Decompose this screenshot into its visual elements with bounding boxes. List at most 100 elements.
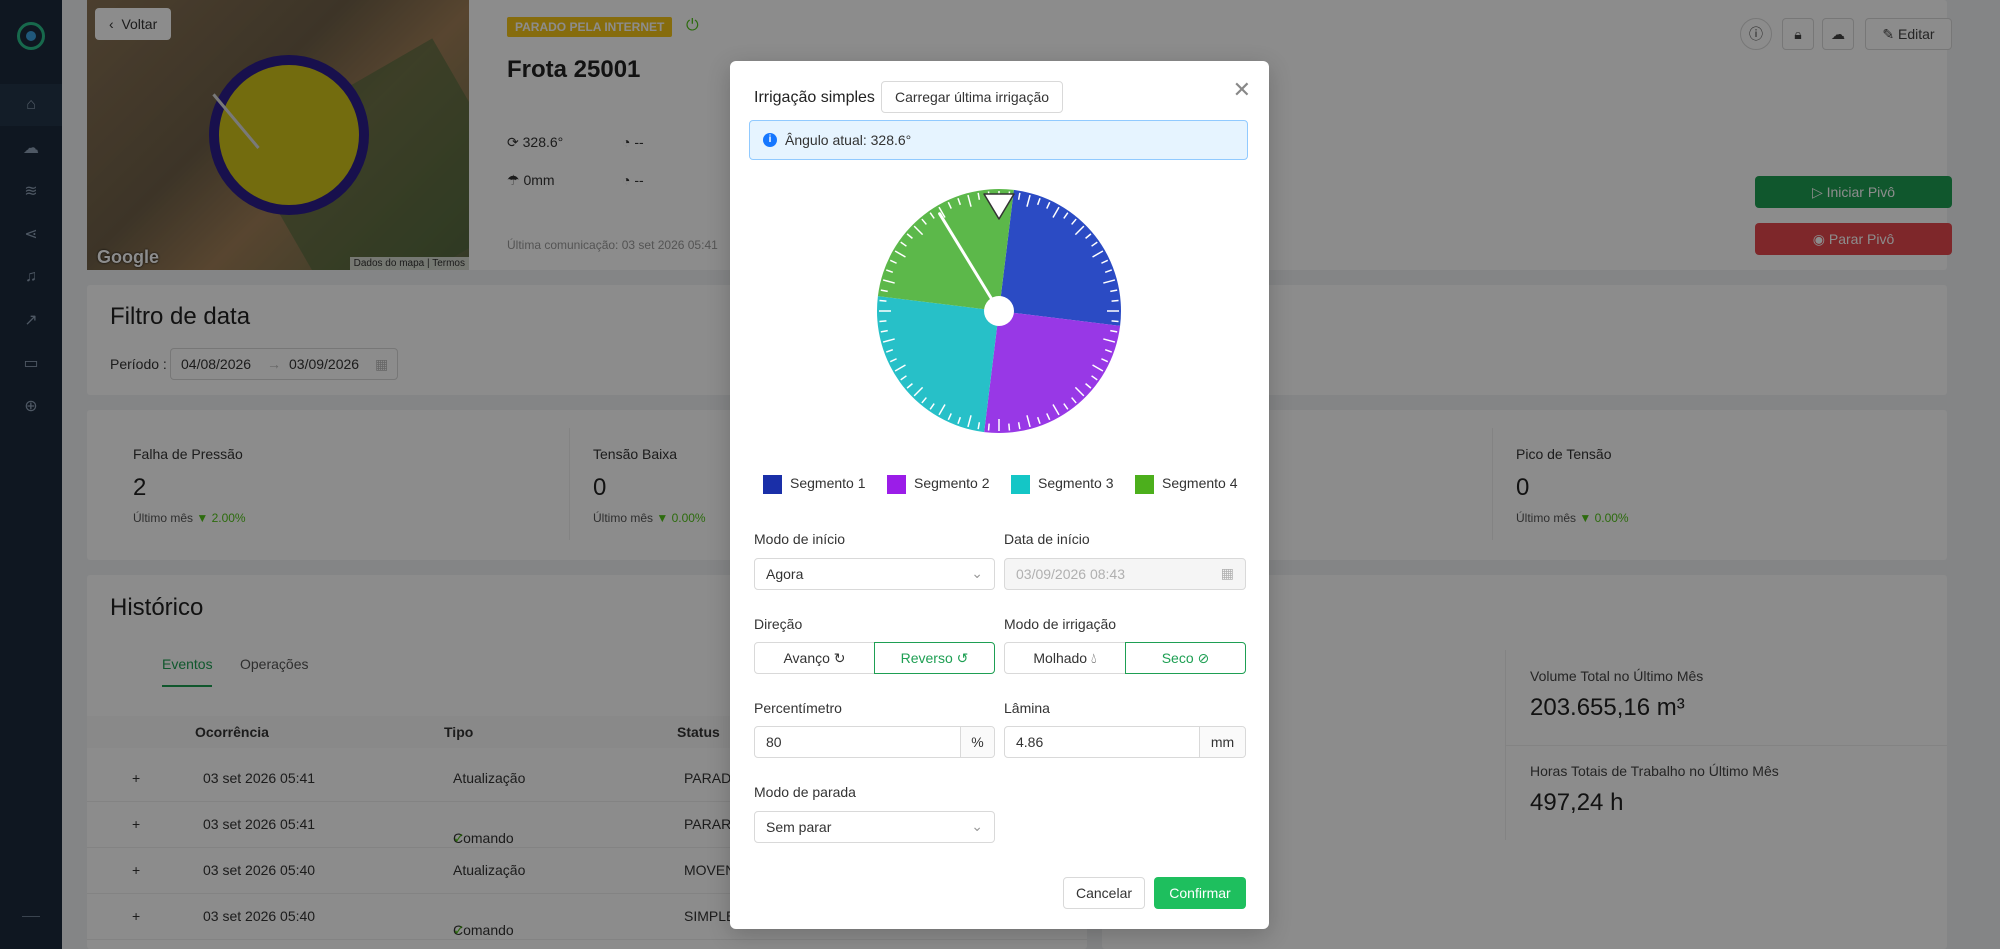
dial-tick	[1008, 423, 1011, 431]
legend-item-segment-1: Segmento 1	[763, 475, 866, 494]
check-icon: ✓	[453, 830, 465, 846]
kpi-period: Último mês	[133, 511, 194, 525]
dial-tick	[1101, 259, 1109, 264]
chart-icon[interactable]: ↗	[24, 312, 38, 329]
layers-icon[interactable]: ≋	[24, 183, 38, 200]
dial-tick	[880, 329, 888, 333]
dial-tick	[947, 201, 952, 209]
map-data-link[interactable]: Dados do mapa	[353, 258, 425, 269]
expand-row-button[interactable]: +	[132, 770, 141, 786]
tab-operacoes[interactable]: Operações	[240, 656, 309, 672]
row-type: Atualização	[453, 770, 526, 786]
dial-tick	[1063, 403, 1069, 410]
edit-button[interactable]: ✎ Editar	[1865, 18, 1952, 50]
terms-link[interactable]: Termos	[432, 258, 465, 269]
map-attribution[interactable]: Dados do mapa | Termos	[349, 257, 469, 270]
lamina-value[interactable]: 4.86	[1016, 734, 1044, 750]
close-icon[interactable]: ✕	[1232, 77, 1251, 102]
rain-value: 0mm	[523, 172, 555, 188]
dial-tick	[1103, 279, 1116, 284]
row-status: PARAR	[684, 816, 732, 832]
expand-row-button[interactable]: +	[132, 908, 141, 924]
dial-tick	[1026, 194, 1031, 207]
start-mode-select[interactable]: Agora ⌄	[754, 558, 995, 590]
speed-stat: ◔ --	[622, 134, 644, 150]
percentimeter-value[interactable]: 80	[766, 734, 782, 750]
irrigation-dial[interactable]	[874, 186, 1124, 436]
row-status: SIMPLE	[684, 908, 736, 924]
direction-label: Direção	[754, 616, 803, 632]
pivot-map[interactable]: ‹ Voltar Google Dados do mapa | Termos	[87, 0, 469, 270]
dial-tick	[885, 269, 894, 274]
period-end[interactable]: 03/09/2026	[289, 356, 360, 372]
expand-row-button[interactable]: +	[132, 816, 141, 832]
period-range-picker[interactable]: 04/08/2026 → 03/09/2026 ▦	[170, 348, 398, 380]
confirm-button[interactable]: Confirmar	[1154, 877, 1246, 909]
load-last-irrigation-button[interactable]: Carregar última irrigação	[881, 81, 1063, 113]
period-start[interactable]: 04/08/2026	[181, 356, 252, 372]
direction-forward-option[interactable]: Avanço ↻	[754, 642, 875, 674]
target-icon[interactable]: ⊕	[24, 398, 38, 415]
percentimeter-input[interactable]: 80 %	[754, 726, 995, 758]
info-circle-icon[interactable]: ⓘ	[1740, 18, 1772, 50]
irrigation-mode-label: Modo de irrigação	[1004, 616, 1117, 632]
dial-tick	[977, 422, 981, 430]
dial-segment-2[interactable]	[984, 311, 1121, 433]
chevron-left-icon: ‹	[109, 16, 122, 32]
start-pivot-button[interactable]: ▷ Iniciar Pivô	[1755, 176, 1952, 208]
arrow-right-icon: →	[267, 356, 281, 372]
direction-reverse-label: Reverso	[900, 650, 953, 666]
row-date: 03 set 2026 05:41	[203, 816, 316, 832]
dial-tick	[1085, 383, 1092, 389]
irrigation-wet-option[interactable]: Molhado 💧︎	[1004, 642, 1126, 674]
stop-mode-select[interactable]: Sem parar ⌄	[754, 811, 995, 843]
lock-icon[interactable]: 🔒︎	[1782, 18, 1814, 50]
tab-eventos[interactable]: Eventos	[162, 656, 213, 672]
dial-tick	[1017, 192, 1021, 200]
stop-pivot-button[interactable]: ◉ Parar Pivô	[1755, 223, 1952, 255]
dial-tick	[1052, 206, 1060, 218]
dial-segment-1[interactable]	[999, 189, 1121, 326]
last-communication: Última comunicação: 03 set 2026 05:41	[507, 238, 718, 252]
dial-tick	[921, 397, 927, 404]
dial-tick	[967, 415, 972, 428]
power-icon: ⏻	[686, 17, 699, 34]
expand-row-button[interactable]: +	[132, 862, 141, 878]
home-icon[interactable]: ⌂	[0, 84, 62, 126]
cloud-icon[interactable]: ☁	[23, 140, 39, 157]
dial-tick	[957, 416, 962, 425]
edit-icon: ✎	[1882, 26, 1899, 42]
cloud-button-icon[interactable]: ☁	[1822, 18, 1854, 50]
start-mode-label: Modo de início	[754, 531, 846, 547]
history-title: Histórico	[110, 594, 204, 621]
dial-tick	[929, 212, 935, 219]
app-logo[interactable]	[17, 22, 45, 50]
speed2-stat: ◔ --	[622, 172, 644, 188]
dial-tick	[1111, 299, 1119, 302]
back-button[interactable]: ‹ Voltar	[95, 8, 172, 40]
dial-tick	[894, 364, 906, 372]
dial-tick	[889, 358, 897, 363]
direction-reverse-option[interactable]: Reverso ↺	[874, 642, 995, 674]
dial-segment-3[interactable]	[877, 296, 999, 433]
dial-angle-pointer[interactable]	[938, 212, 1001, 313]
calendar-icon: ▦	[375, 356, 389, 372]
speed2-value: --	[634, 172, 644, 188]
share-icon[interactable]: ⋖	[24, 226, 38, 243]
google-logo: Google	[97, 247, 159, 267]
col-status: Status	[677, 724, 720, 740]
back-label: Voltar	[121, 16, 158, 32]
lamina-input[interactable]: 4.86 mm	[1004, 726, 1246, 758]
legend-label: Segmento 2	[914, 475, 990, 492]
dial-tick	[885, 348, 894, 353]
row-date: 03 set 2026 05:40	[203, 908, 316, 924]
cancel-button[interactable]: Cancelar	[1063, 877, 1145, 909]
monitor-icon[interactable]: ▭	[23, 355, 39, 372]
summary-divider	[1505, 745, 1947, 746]
stop-mode-value: Sem parar	[766, 819, 832, 835]
irrigation-dry-option[interactable]: Seco ⊘	[1125, 642, 1246, 674]
rain-stat: ☂ 0mm	[507, 172, 555, 189]
kpi-value: 0	[1516, 474, 1530, 501]
bell-icon[interactable]: ♫	[25, 268, 37, 285]
current-angle-text: Ângulo atual: 328.6°	[785, 132, 912, 148]
